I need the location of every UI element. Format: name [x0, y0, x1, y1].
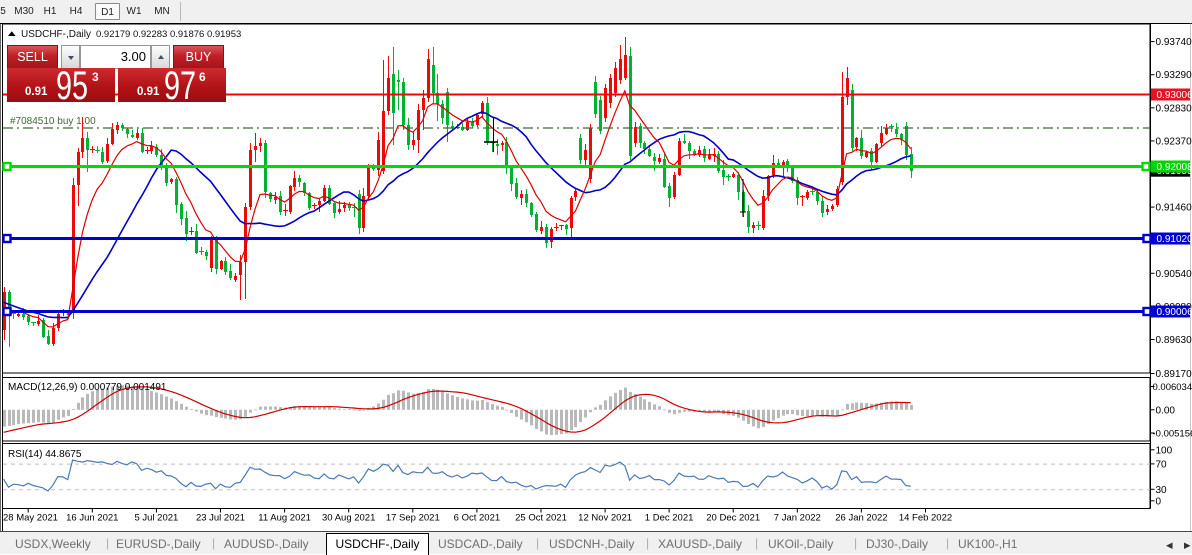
- svg-text:0.93740: 0.93740: [1156, 37, 1192, 48]
- svg-text:0: 0: [1156, 496, 1162, 507]
- svg-text:MACD(12,26,9) 0.000779 0.00149: MACD(12,26,9) 0.000779 0.001491: [8, 382, 167, 393]
- svg-text:RSI(14) 44.8675: RSI(14) 44.8675: [8, 449, 82, 460]
- svg-text:0.90540: 0.90540: [1156, 269, 1192, 280]
- svg-text:16 Jun 2021: 16 Jun 2021: [66, 513, 118, 524]
- svg-text:25 Oct 2021: 25 Oct 2021: [515, 513, 567, 524]
- svg-text:6 Oct 2021: 6 Oct 2021: [454, 513, 500, 524]
- svg-text:5 Jul 2021: 5 Jul 2021: [134, 513, 178, 524]
- svg-text:7 Jan 2022: 7 Jan 2022: [774, 513, 821, 524]
- svg-text:0.92008: 0.92008: [1157, 162, 1192, 173]
- svg-text:USDCHF-,Daily: USDCHF-,Daily: [21, 29, 91, 40]
- svg-text:23 Jul 2021: 23 Jul 2021: [196, 513, 245, 524]
- svg-text:14 Feb 2022: 14 Feb 2022: [899, 513, 952, 524]
- svg-text:26 Jan 2022: 26 Jan 2022: [835, 513, 887, 524]
- svg-text:17 Sep 2021: 17 Sep 2021: [386, 513, 440, 524]
- svg-text:0.89630: 0.89630: [1156, 335, 1192, 346]
- svg-text:0.92830: 0.92830: [1156, 103, 1192, 114]
- svg-text:0.92179 0.92283 0.91876 0.9195: 0.92179 0.92283 0.91876 0.91953: [96, 29, 241, 40]
- svg-text:12 Nov 2021: 12 Nov 2021: [578, 513, 632, 524]
- svg-text:0.89170: 0.89170: [1156, 369, 1192, 380]
- svg-text:0.00: 0.00: [1156, 405, 1176, 416]
- svg-text:0.91460: 0.91460: [1156, 203, 1192, 214]
- svg-text:0.93006: 0.93006: [1157, 90, 1192, 101]
- svg-text:20 Dec 2021: 20 Dec 2021: [706, 513, 760, 524]
- svg-text:1 Dec 2021: 1 Dec 2021: [645, 513, 694, 524]
- svg-text:0.90006: 0.90006: [1157, 307, 1192, 318]
- svg-text:0.92370: 0.92370: [1156, 136, 1192, 147]
- svg-text:28 May 2021: 28 May 2021: [3, 513, 58, 524]
- svg-text:0.91020: 0.91020: [1157, 234, 1192, 245]
- svg-text:-0.005156: -0.005156: [1153, 429, 1192, 440]
- svg-text:#7084510 buy 1.00: #7084510 buy 1.00: [10, 116, 96, 127]
- svg-text:70: 70: [1156, 459, 1168, 470]
- svg-text:100: 100: [1156, 445, 1173, 456]
- svg-text:11 Aug 2021: 11 Aug 2021: [258, 513, 311, 524]
- svg-text:30 Aug 2021: 30 Aug 2021: [322, 513, 375, 524]
- svg-text:0.006034: 0.006034: [1153, 382, 1192, 393]
- svg-text:0.93290: 0.93290: [1156, 70, 1192, 81]
- svg-text:30: 30: [1156, 485, 1168, 496]
